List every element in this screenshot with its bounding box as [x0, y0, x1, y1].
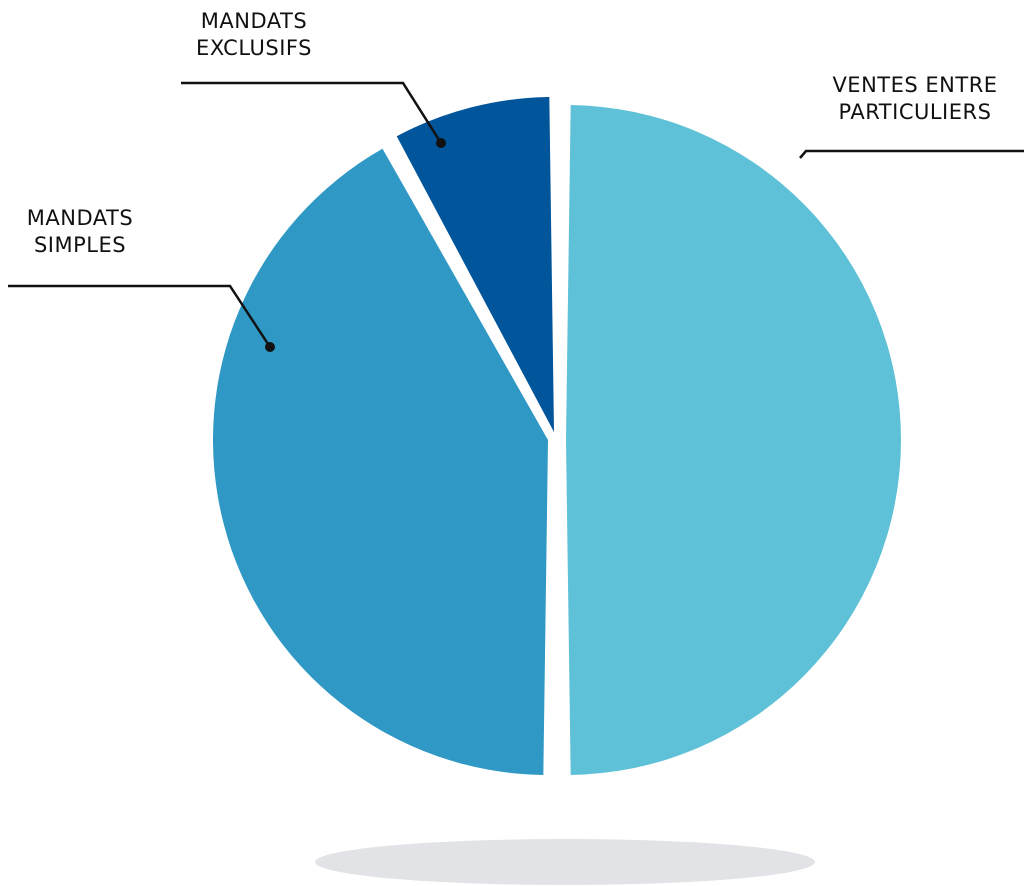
pie-shadow — [315, 839, 815, 885]
slice-label-2: MANDATS SIMPLES — [27, 206, 133, 257]
leader-line-3 — [181, 81, 443, 144]
pie-slice-3 — [396, 97, 554, 432]
slice-label-1: VENTES ENTRE PARTICULIERS — [832, 73, 997, 124]
leader-dot-2 — [265, 342, 275, 352]
slice-label-line: MANDATS — [27, 206, 133, 230]
leader-line-1 — [799, 149, 1024, 159]
leader-dot-3 — [436, 138, 446, 148]
slice-label-3: MANDATS EXCLUSIFS — [196, 9, 312, 60]
slice-label-line: VENTES ENTRE — [832, 73, 997, 97]
slice-label-line: MANDATS — [201, 9, 307, 33]
leader-line-2 — [8, 284, 272, 348]
slice-label-line: PARTICULIERS — [839, 100, 992, 124]
pie-slice-1 — [566, 105, 902, 775]
slice-label-line: EXCLUSIFS — [196, 36, 312, 60]
pie-slice-2 — [213, 148, 549, 775]
pie-slices — [213, 97, 902, 775]
slice-label-line: SIMPLES — [34, 233, 126, 257]
